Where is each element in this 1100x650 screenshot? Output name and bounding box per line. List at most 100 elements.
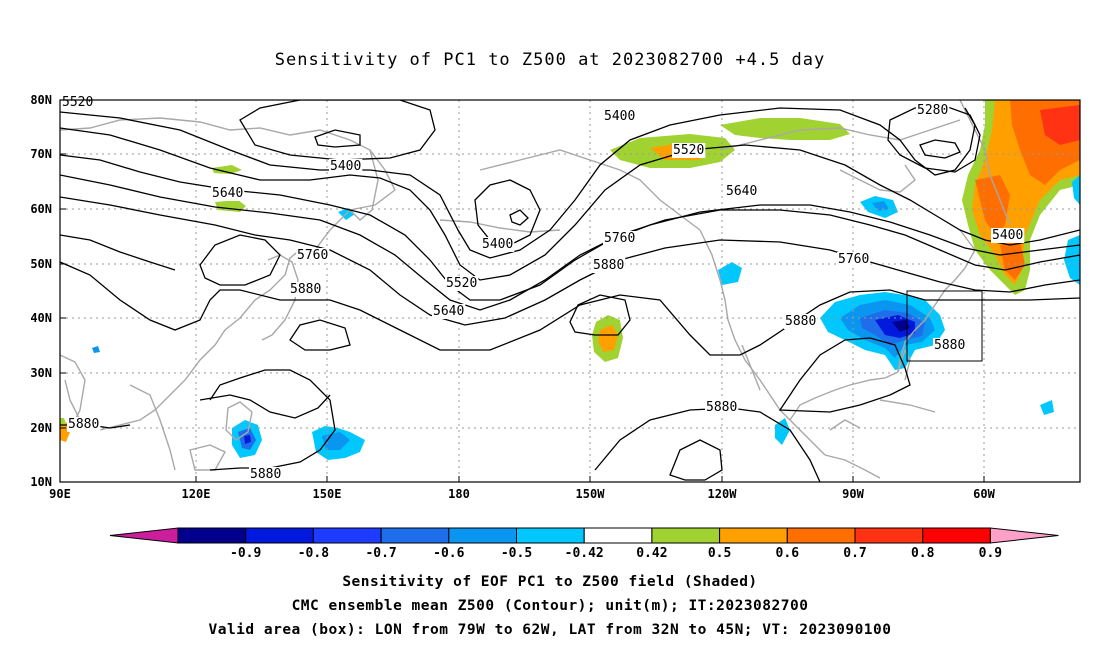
- contour-label: 5880: [593, 258, 624, 273]
- coast-greenland: [959, 100, 1011, 226]
- colorbar-bin: [380, 527, 450, 544]
- axis-ticks: [59, 99, 985, 483]
- contour-line: [60, 196, 1080, 326]
- colorbar-bin: [177, 527, 247, 544]
- longitude-labels: 90E 120E 150E 180 150W 120W 90W 60W: [49, 487, 995, 501]
- contour-line: [569, 294, 631, 336]
- contour-line: [199, 394, 331, 419]
- contour-label: 5760: [604, 231, 635, 246]
- contour-label: 5640: [433, 304, 464, 319]
- contour-label: 5880: [785, 314, 816, 329]
- colorbar-bin: [245, 527, 314, 544]
- lon-label: 120W: [708, 487, 738, 501]
- contour-line: [60, 261, 1080, 356]
- contour-label: 5760: [838, 252, 869, 267]
- contour-label: 5640: [726, 184, 757, 199]
- negative-region-mexico: [775, 418, 790, 445]
- latitude-labels: 80N 70N 60N 50N 40N 30N 20N 10N: [30, 93, 52, 489]
- colorbar-tick-label: -0.8: [298, 546, 329, 561]
- contour-label: 5880: [934, 338, 965, 353]
- colorbar-tick-label: 0.8: [911, 546, 935, 561]
- coast-gulf: [789, 371, 899, 421]
- contour-line: [919, 139, 961, 159]
- contour-label-bg: [916, 103, 950, 118]
- contour-label: 5880: [250, 467, 281, 482]
- caption-shading: Sensitivity of EOF PC1 to Z500 field (Sh…: [342, 574, 758, 590]
- positive-region-westedge-g: [60, 418, 66, 426]
- lat-label: 80N: [30, 93, 52, 107]
- colorbar-tick-label: 0.9: [979, 546, 1002, 561]
- contour-label-bg: [933, 338, 967, 353]
- contour-line: [60, 127, 1080, 281]
- positive-region-siberia: [212, 165, 242, 174]
- colorbar-min-triangle: [109, 527, 179, 544]
- colorbar-tick-label: 0.6: [776, 546, 800, 561]
- negative-region-eastedge2: [1072, 175, 1080, 205]
- coast-central-am: [824, 454, 881, 479]
- negative-region-atl: [1040, 400, 1054, 415]
- contour-label: 5280: [917, 103, 948, 118]
- contour-line: [669, 439, 723, 481]
- negative-region-eastedge: [1064, 235, 1080, 285]
- contour-label-bg: [249, 467, 283, 482]
- lat-label: 50N: [30, 257, 52, 271]
- coast-yucatan: [829, 419, 861, 431]
- coast-borneo: [189, 444, 226, 471]
- contour-label: 5880: [68, 417, 99, 432]
- colorbar-bin: [719, 527, 788, 544]
- lon-label: 90E: [49, 487, 71, 501]
- contour-line: [509, 209, 529, 226]
- coast-alaska: [479, 149, 701, 231]
- contour-label-bg: [725, 184, 759, 199]
- lat-label: 60N: [30, 202, 52, 216]
- contour-label: 5400: [992, 228, 1023, 243]
- lat-label: 20N: [30, 421, 52, 435]
- valid-area-box: [906, 290, 983, 362]
- contour-label: 5520: [62, 95, 93, 110]
- contour-label: 5400: [604, 109, 635, 124]
- coast-philippines: [225, 401, 253, 441]
- contour-label: 5880: [290, 282, 321, 297]
- contour-line: [60, 174, 1080, 311]
- contour-label-bg: [67, 417, 101, 432]
- map-frame: [59, 99, 1081, 483]
- colorbar-tick-label: -0.6: [433, 546, 464, 561]
- contour-line: [60, 154, 1080, 301]
- colorbar-bin: [583, 527, 653, 544]
- caption-valid-area: Valid area (box): LON from 79W to 62W, L…: [208, 622, 892, 638]
- contour-line: [778, 337, 911, 413]
- contour-line: [60, 234, 176, 271]
- positive-region-pacific-orange: [598, 325, 618, 352]
- coast-asia-east: [64, 189, 396, 431]
- colorbar-bin: [651, 527, 721, 544]
- contour-label-bg: [837, 252, 871, 267]
- contour-label-bg: [432, 304, 466, 319]
- contour-label-bg: [705, 400, 739, 415]
- coast-asia-north: [60, 117, 396, 191]
- contour-label-bg: [296, 248, 330, 263]
- contour-label: 5640: [212, 186, 243, 201]
- lat-label: 30N: [30, 366, 52, 380]
- contour-label: 5880: [706, 400, 737, 415]
- negative-region-pacific-west-3: [244, 435, 251, 444]
- lon-label: 60W: [973, 487, 995, 501]
- contour-label-bg: [603, 231, 637, 246]
- negative-region-pacific-2b: [322, 432, 350, 450]
- coastlines: [60, 100, 1011, 479]
- contour-label-bg: [592, 258, 626, 273]
- contour-label-bg: [481, 237, 515, 252]
- positive-region-hudson: [720, 118, 850, 140]
- contour-label-bg: [499, 107, 533, 122]
- contour-label-bg: [991, 228, 1025, 243]
- contour-line: [60, 107, 976, 259]
- lat-label: 10N: [30, 475, 52, 489]
- colorbar: -0.9 -0.8 -0.7 -0.6 -0.5 -0.42 0.42 0.5 0.6 0.7 0.…: [109, 527, 1059, 561]
- colorbar-bin: [448, 527, 517, 544]
- contour-label-bg: [61, 95, 95, 110]
- contour-label-bg: [289, 282, 323, 297]
- map-title: Sensitivity of PC1 to Z500 at 2023082700…: [274, 50, 826, 70]
- colorbar-max-triangle: [989, 527, 1059, 544]
- negative-region-east-us-5: [892, 320, 910, 332]
- coast-hudson: [839, 164, 916, 193]
- lon-label: 150E: [313, 487, 342, 501]
